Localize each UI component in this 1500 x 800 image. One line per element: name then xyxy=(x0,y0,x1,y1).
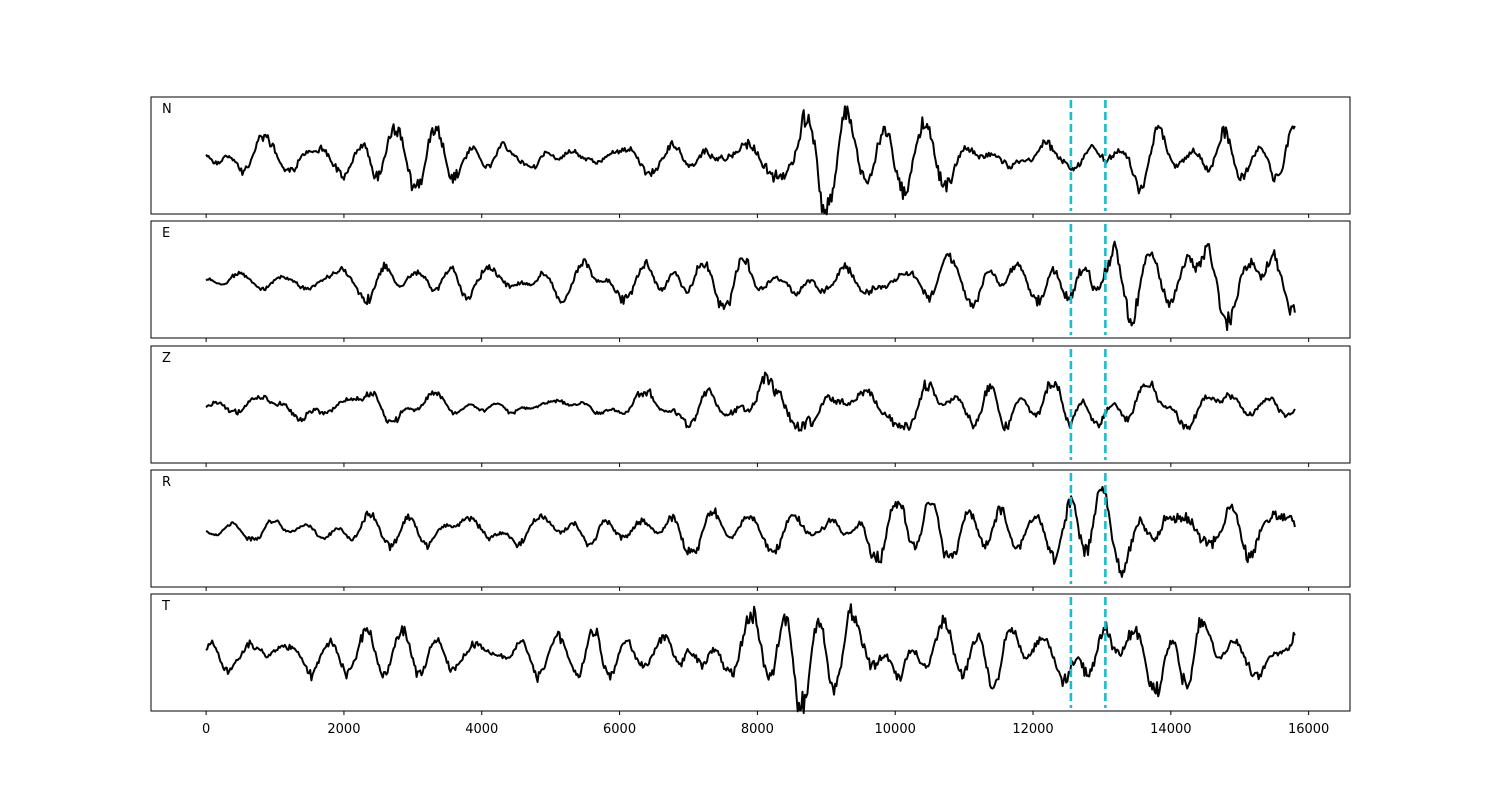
waveform-n xyxy=(205,105,1296,216)
channel-label: E xyxy=(162,226,170,241)
x-tick-label: 6000 xyxy=(603,722,636,737)
channel-label: Z xyxy=(162,351,171,366)
panel-e: E xyxy=(150,220,1351,342)
waveform-r xyxy=(205,486,1296,578)
panel-n: N xyxy=(150,96,1351,218)
x-tick-label: 12000 xyxy=(1012,722,1053,737)
panel-r: R xyxy=(150,469,1351,591)
panel-frame xyxy=(150,593,1351,712)
x-tick-label: 8000 xyxy=(741,722,774,737)
x-tick-label: 16000 xyxy=(1288,722,1329,737)
channel-label: N xyxy=(162,102,172,117)
x-tick-label: 14000 xyxy=(1150,722,1191,737)
panel-frame xyxy=(150,96,1351,215)
x-tick-label: 10000 xyxy=(875,722,916,737)
panel-frame xyxy=(150,469,1351,588)
waveform-t xyxy=(205,603,1296,715)
panel-z: Z xyxy=(150,345,1351,467)
channel-label: R xyxy=(162,475,171,490)
waveform-e xyxy=(205,240,1296,332)
panel-frame xyxy=(150,220,1351,339)
panel-t: T xyxy=(150,593,1351,715)
x-tick-label: 0 xyxy=(202,722,210,737)
panel-frame xyxy=(150,345,1351,464)
x-tick-label: 2000 xyxy=(327,722,360,737)
x-tick-label: 4000 xyxy=(465,722,498,737)
waveform-z xyxy=(205,371,1296,432)
channel-label: T xyxy=(161,599,170,614)
